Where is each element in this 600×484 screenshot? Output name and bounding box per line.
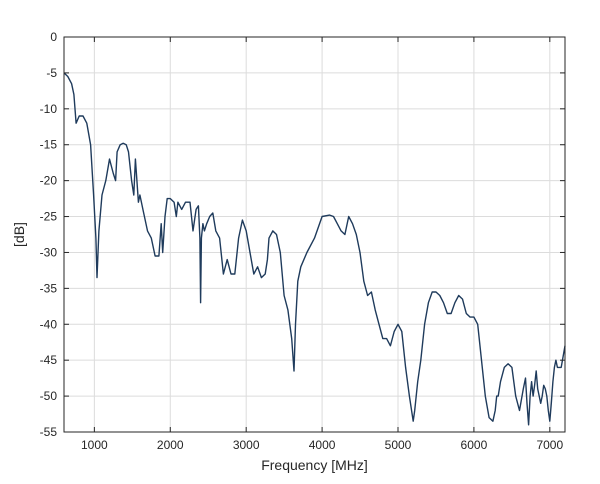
y-tick-label: -5 bbox=[46, 66, 57, 80]
y-tick-label: -45 bbox=[40, 353, 58, 367]
x-tick-label: 2000 bbox=[157, 438, 184, 452]
y-axis-label: [dB] bbox=[11, 222, 27, 247]
y-tick-label: -30 bbox=[40, 245, 58, 259]
series-line-1 bbox=[63, 72, 566, 426]
y-tick-label: -25 bbox=[40, 210, 58, 224]
y-tick-labels: 0 -5 -10 -15 -20 -25 -30 -35 -40 -45 -50 -55 bbox=[40, 30, 58, 439]
plot-area bbox=[63, 72, 566, 426]
y-tick-label: -10 bbox=[40, 102, 58, 116]
y-tick-label: 0 bbox=[50, 30, 57, 44]
plot-frame bbox=[63, 36, 566, 433]
x-tick-label: 4000 bbox=[309, 438, 336, 452]
y-tick-label: -50 bbox=[40, 389, 58, 403]
x-tick-label: 1000 bbox=[81, 438, 108, 452]
y-tick-label: -40 bbox=[40, 317, 58, 331]
y-tick-label: -15 bbox=[40, 138, 58, 152]
grid bbox=[64, 36, 565, 433]
x-tick-labels: 1000 2000 3000 4000 5000 6000 7000 bbox=[81, 438, 563, 452]
y-tick-label: -20 bbox=[40, 174, 58, 188]
x-tick-label: 7000 bbox=[536, 438, 563, 452]
x-tick-label: 5000 bbox=[385, 438, 412, 452]
tick-marks bbox=[64, 36, 565, 433]
y-tick-label: -35 bbox=[40, 281, 58, 295]
x-tick-label: 3000 bbox=[233, 438, 260, 452]
x-axis-label: Frequency [MHz] bbox=[261, 457, 368, 473]
x-tick-label: 6000 bbox=[461, 438, 488, 452]
y-tick-label: -55 bbox=[40, 425, 58, 439]
